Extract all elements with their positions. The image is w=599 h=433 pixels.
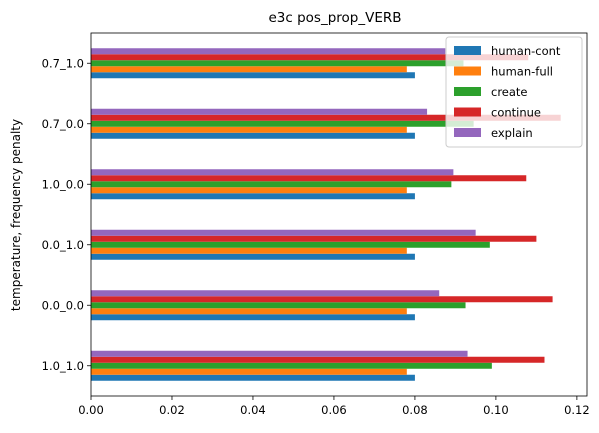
bar-human-full-0.0_0.0 [91, 308, 407, 315]
bar-continue-0.0_0.0 [91, 296, 553, 303]
bar-human-cont-1.0_1.0 [91, 374, 415, 381]
bar-explain-0.7_0.0 [91, 108, 428, 115]
legend-swatch-continue [454, 107, 481, 117]
x-tick-label: 0.12 [564, 403, 590, 417]
bar-human-full-1.0_1.0 [91, 368, 407, 375]
y-tick-label: 0.7_1.0 [42, 56, 84, 70]
bar-continue-0.7_0.0 [91, 114, 561, 121]
bar-continue-1.0_0.0 [91, 175, 527, 182]
x-tick-label: 0.00 [78, 403, 104, 417]
bar-human-cont-0.0_0.0 [91, 314, 415, 321]
bar-human-full-1.0_0.0 [91, 187, 407, 194]
bar-create-1.0_0.0 [91, 181, 452, 188]
bar-create-0.7_0.0 [91, 120, 474, 127]
y-tick-label: 0.0_0.0 [42, 298, 84, 312]
y-tick-label: 0.0_1.0 [42, 238, 84, 252]
bar-continue-1.0_1.0 [91, 356, 545, 363]
bar-explain-1.0_0.0 [91, 169, 454, 176]
x-tick-label: 0.06 [321, 403, 347, 417]
bar-continue-0.7_1.0 [91, 54, 529, 61]
legend-label-human-cont: human-cont [491, 44, 561, 58]
chart-title: e3c pos_prop_VERB [268, 10, 401, 26]
x-tick-label: 0.02 [159, 403, 185, 417]
bar-explain-0.7_1.0 [91, 48, 446, 55]
bar-human-cont-0.7_0.0 [91, 132, 415, 139]
bar-human-full-0.0_1.0 [91, 247, 407, 254]
legend-label-explain: explain [491, 126, 533, 140]
bar-human-cont-0.7_1.0 [91, 72, 415, 79]
x-tick-label: 0.08 [402, 403, 428, 417]
legend-swatch-human-full [454, 66, 481, 76]
legend-label-continue: continue [491, 106, 541, 120]
bar-human-cont-1.0_0.0 [91, 193, 415, 200]
y-tick-label: 1.0_0.0 [42, 177, 84, 191]
y-axis-label: temperature, frequency penalty [9, 119, 23, 311]
legend-box [445, 36, 583, 148]
legend-swatch-explain [454, 128, 481, 137]
x-tick-label: 0.04 [240, 403, 266, 417]
plot-frame [90, 32, 588, 397]
bar-create-1.0_1.0 [91, 362, 492, 369]
bar-human-full-0.7_1.0 [91, 66, 407, 73]
bar-create-0.0_0.0 [91, 302, 466, 309]
y-tick-label: 0.7_0.0 [42, 117, 84, 131]
legend-label-create: create [491, 85, 528, 99]
bar-human-full-0.7_0.0 [91, 126, 407, 133]
y-tick-label: 1.0_1.0 [42, 359, 84, 373]
bar-explain-0.0_1.0 [91, 229, 476, 236]
legend: human-cont human-full create continue explai… [445, 36, 583, 148]
legend-swatch-human-cont [454, 46, 481, 55]
bar-create-0.7_1.0 [91, 60, 464, 67]
bar-continue-0.0_1.0 [91, 235, 537, 242]
bar-create-0.0_1.0 [91, 241, 490, 248]
legend-label-human-full: human-full [491, 65, 553, 79]
bars-group [91, 48, 561, 381]
x-tick-label: 0.10 [483, 403, 509, 417]
legend-swatch-create [454, 87, 481, 96]
bar-human-cont-0.0_1.0 [91, 253, 415, 260]
bar-explain-1.0_1.0 [91, 350, 468, 357]
bar-explain-0.0_0.0 [91, 290, 440, 297]
axes-group: 1.0_1.0 0.0_0.0 0.0_1.0 1.0_0.0 0.7_0.0 0.7_1… [42, 32, 590, 417]
